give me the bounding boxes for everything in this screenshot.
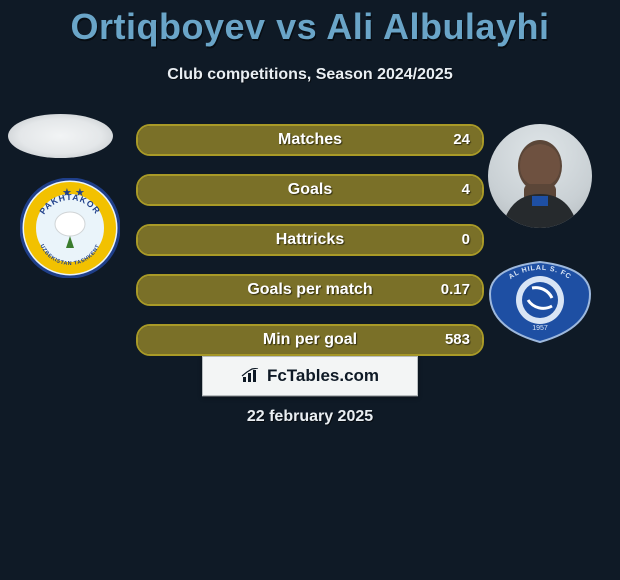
attribution-brand: FcTables.com bbox=[267, 366, 379, 386]
stat-value-right: 0.17 bbox=[441, 276, 470, 304]
right-club-badge: AL HILAL S. FC 1957 bbox=[488, 260, 592, 344]
left-player-avatar bbox=[8, 114, 113, 158]
stat-label: Matches bbox=[138, 126, 482, 154]
right-player-avatar bbox=[488, 124, 592, 228]
stat-value-right: 4 bbox=[462, 176, 470, 204]
stat-bar-goals: Goals 4 bbox=[136, 174, 484, 206]
stat-value-right: 24 bbox=[453, 126, 470, 154]
stat-label: Goals per match bbox=[138, 276, 482, 304]
stat-bar-hattricks: Hattricks 0 bbox=[136, 224, 484, 256]
attribution-pill: FcTables.com bbox=[202, 356, 418, 396]
chart-icon bbox=[241, 368, 261, 384]
stat-value-right: 583 bbox=[445, 326, 470, 354]
svg-text:1957: 1957 bbox=[532, 325, 548, 332]
comparison-title: Ortiqboyev vs Ali Albulayhi bbox=[0, 0, 620, 48]
stat-label: Goals bbox=[138, 176, 482, 204]
left-club-badge: ★ ★ PAKHTAKOR UZBEKISTAN TASHKENT bbox=[20, 178, 120, 278]
stat-bar-min-per-goal: Min per goal 583 bbox=[136, 324, 484, 356]
stat-bar-matches: Matches 24 bbox=[136, 124, 484, 156]
stat-bar-goals-per-match: Goals per match 0.17 bbox=[136, 274, 484, 306]
stat-bars: Matches 24 Goals 4 Hattricks 0 Goals per… bbox=[136, 124, 484, 374]
stat-label: Min per goal bbox=[138, 326, 482, 354]
stat-value-right: 0 bbox=[462, 226, 470, 254]
date-text: 22 february 2025 bbox=[247, 408, 373, 425]
stat-label: Hattricks bbox=[138, 226, 482, 254]
comparison-date: 22 february 2025 bbox=[0, 408, 620, 426]
comparison-subtitle: Club competitions, Season 2024/2025 bbox=[0, 66, 620, 84]
